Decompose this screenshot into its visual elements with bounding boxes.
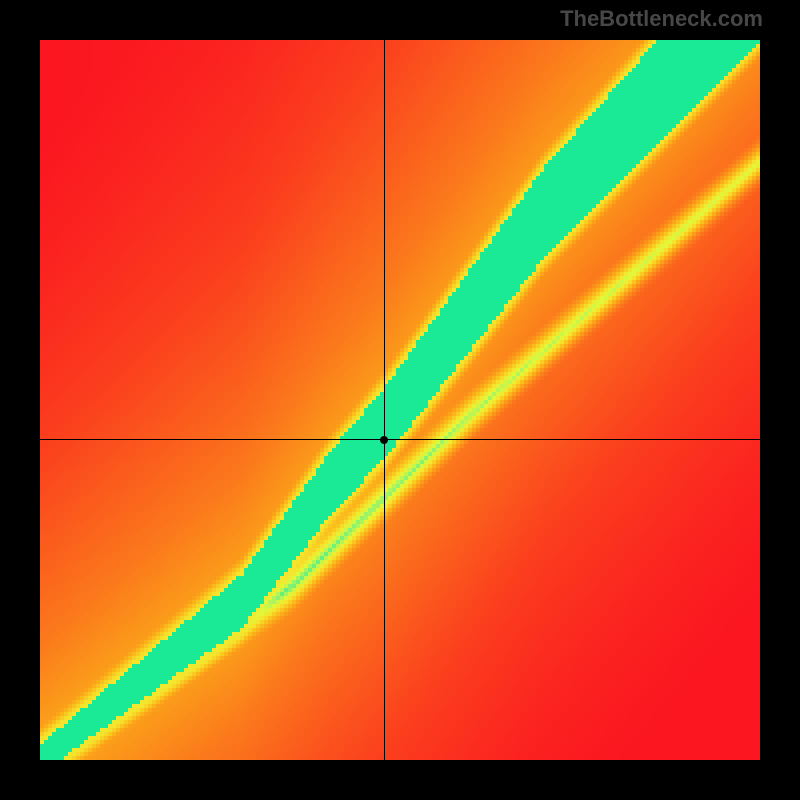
crosshair-vertical [384, 40, 385, 760]
chart-container: TheBottleneck.com [0, 0, 800, 800]
watermark-text: TheBottleneck.com [560, 6, 763, 32]
bottleneck-heatmap [40, 40, 760, 760]
selection-marker [380, 436, 388, 444]
crosshair-horizontal [40, 439, 760, 440]
